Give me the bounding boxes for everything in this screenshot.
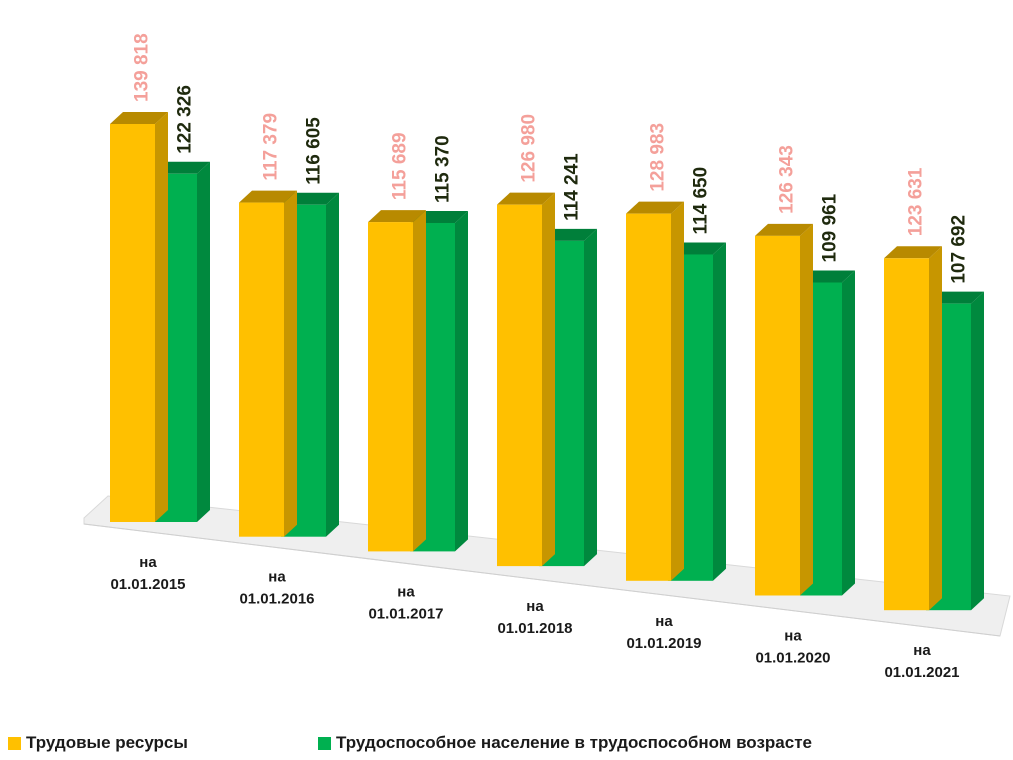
category-label: 01.01.2015 — [110, 576, 185, 593]
legend-item-working-age: Трудоспособное население в трудоспособно… — [318, 733, 812, 753]
category-label: на — [139, 554, 157, 571]
bar-labor-resources — [755, 223, 813, 596]
category-label: 01.01.2018 — [497, 620, 572, 637]
category-label: на — [268, 569, 286, 586]
data-label-working-age: 115 370 — [433, 135, 454, 203]
data-label-working-age: 107 692 — [949, 215, 970, 284]
legend: Трудовые ресурсы Трудоспособное населени… — [8, 733, 1008, 757]
legend-label: Трудоспособное население в трудоспособно… — [336, 733, 812, 752]
category-label: 01.01.2019 — [626, 635, 701, 652]
floor-edge — [83, 523, 1001, 637]
legend-swatch-green — [318, 736, 331, 750]
bar-labor-resources — [497, 192, 555, 567]
data-label-labor-resources: 126 343 — [777, 145, 798, 214]
bar-labor-resources — [368, 210, 426, 552]
category-label: на — [655, 613, 673, 630]
data-label-working-age: 109 961 — [820, 193, 841, 262]
bar-labor-resources — [884, 246, 942, 611]
data-label-working-age: 114 241 — [562, 153, 583, 221]
category-label: 01.01.2020 — [755, 650, 830, 667]
category-label: на — [397, 583, 415, 600]
legend-swatch-yellow — [8, 736, 21, 750]
data-label-labor-resources: 115 689 — [390, 132, 411, 200]
category-label: на — [913, 642, 931, 659]
data-label-labor-resources: 128 983 — [648, 123, 669, 192]
bar-labor-resources — [110, 112, 168, 522]
category-label: 01.01.2021 — [884, 664, 959, 681]
category-label: на — [784, 628, 802, 645]
data-label-labor-resources: 139 818 — [132, 33, 153, 102]
data-label-working-age: 122 326 — [175, 85, 196, 154]
category-labels: на 01.01.2015 на 01.01.2016 на 01.01.2017 на 01… — [110, 554, 959, 681]
category-label: на — [526, 598, 544, 615]
category-label: 01.01.2017 — [368, 605, 443, 622]
data-label-working-age: 114 650 — [691, 167, 712, 235]
bar-labor-resources — [239, 190, 297, 537]
bar-labor-resources — [626, 201, 684, 581]
value-labels: 139 818 122 326 117 379 116 605 115 689 115 3… — [132, 33, 970, 283]
bar-chart: 139 818 122 326 117 379 116 605 115 689 115 3… — [83, 33, 1011, 681]
category-label: 01.01.2016 — [239, 591, 314, 608]
data-label-working-age: 116 605 — [304, 117, 325, 185]
data-label-labor-resources: 123 631 — [906, 167, 927, 236]
bar-group — [110, 112, 984, 611]
data-label-labor-resources: 126 980 — [519, 114, 540, 183]
legend-item-labor-resources: Трудовые ресурсы — [8, 733, 188, 753]
legend-label: Трудовые ресурсы — [26, 733, 188, 752]
data-label-labor-resources: 117 379 — [261, 113, 282, 181]
